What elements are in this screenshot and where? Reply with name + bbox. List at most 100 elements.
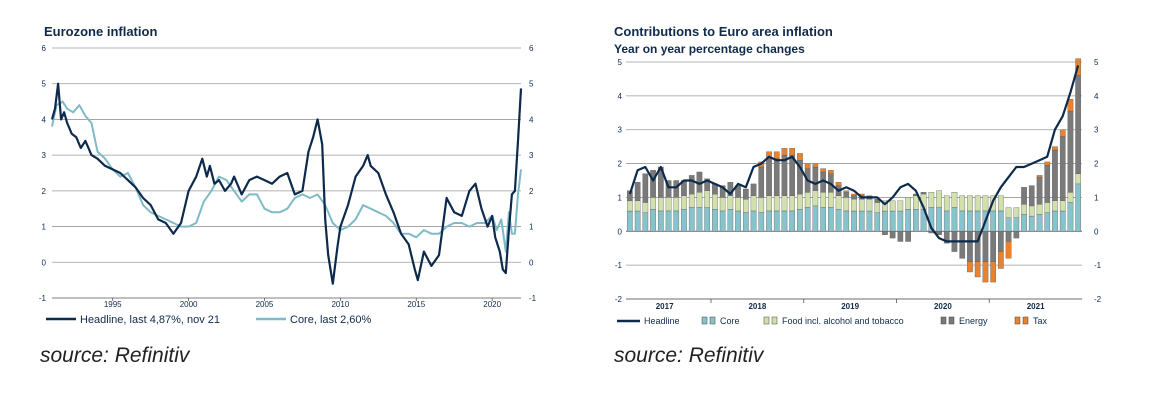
legend-headline-label: Headline, last 4,87%, nov 21 <box>80 314 220 326</box>
legend-tax-swatch <box>1014 316 1021 325</box>
bar-tax <box>1044 161 1051 166</box>
bar-tax <box>982 261 989 283</box>
bar-energy <box>1005 231 1012 242</box>
left-x-tick-label: 2020 <box>483 300 501 309</box>
bar-energy <box>1013 231 1020 239</box>
bar-core <box>797 209 803 232</box>
bar-energy <box>665 180 672 198</box>
bar-core <box>665 210 672 232</box>
bar-tax <box>1059 129 1066 137</box>
bar-energy <box>1059 136 1066 201</box>
legend-food-swatch <box>763 316 770 325</box>
bar-core <box>943 210 950 232</box>
bar-tax <box>804 163 811 169</box>
left-source-note: source: Refinitiv <box>40 344 190 367</box>
left-y-tick-label-left: 3 <box>42 151 47 160</box>
bar-core <box>843 210 850 232</box>
right-y-tick-label-right: 2 <box>1094 160 1099 169</box>
bar-food <box>882 200 888 212</box>
bar-food <box>889 200 896 212</box>
bar-energy <box>967 231 973 262</box>
right-y-tick-label-right: 1 <box>1094 193 1099 202</box>
left-y-tick-label-left: 5 <box>42 80 47 89</box>
bar-tax <box>967 261 973 273</box>
bar-core <box>1013 217 1020 232</box>
bar-tax <box>990 261 996 283</box>
bar-core <box>750 210 757 232</box>
bar-food <box>781 195 788 212</box>
bar-food <box>897 200 904 212</box>
bar-food <box>797 193 803 210</box>
legend-food-label: Food incl. alcohol and tobacco <box>782 316 904 326</box>
bar-core <box>696 207 703 232</box>
bar-food <box>1021 204 1027 215</box>
right-y-tick-label-right: 5 <box>1094 58 1099 67</box>
bar-core <box>828 207 834 232</box>
bar-food <box>828 192 834 208</box>
bar-energy <box>851 195 857 200</box>
bar-core <box>642 212 649 232</box>
bar-food <box>766 195 772 212</box>
bar-food <box>943 195 950 212</box>
bar-food <box>650 197 656 210</box>
bar-tax <box>773 151 780 159</box>
bar-food <box>951 192 958 208</box>
bar-food <box>1036 204 1043 215</box>
bar-food <box>627 200 633 212</box>
bar-core <box>998 210 1004 232</box>
left-chart-title: Eurozone inflation <box>44 24 158 39</box>
bar-food <box>1044 202 1051 213</box>
bar-food <box>866 198 873 212</box>
bar-energy <box>773 158 780 196</box>
bar-food <box>812 190 819 207</box>
bar-core <box>835 209 842 232</box>
bar-tax <box>828 170 834 174</box>
right-headline-line <box>628 65 1080 243</box>
bar-tax <box>789 148 795 156</box>
bar-food <box>959 195 966 212</box>
bar-energy <box>959 231 966 259</box>
bar-food <box>905 197 911 210</box>
legend-core-label: Core, last 2,60% <box>290 314 372 326</box>
bar-food <box>820 192 826 208</box>
bar-core <box>758 212 765 232</box>
bar-energy <box>1075 75 1081 174</box>
bar-food <box>936 190 942 208</box>
bar-food <box>634 200 641 212</box>
bar-core <box>858 210 865 232</box>
bar-food <box>758 197 765 213</box>
bar-energy <box>843 192 850 198</box>
legend-energy-label: Energy <box>959 316 988 326</box>
right-x-tick-label: 2021 <box>1027 302 1045 311</box>
bar-energy <box>743 188 749 200</box>
bar-energy <box>673 180 680 198</box>
bar-food <box>750 195 757 212</box>
bar-core <box>990 210 996 232</box>
bar-core <box>974 210 981 232</box>
bar-core <box>1044 212 1051 232</box>
bar-tax <box>766 151 772 159</box>
bar-core <box>820 207 826 232</box>
bar-core <box>727 209 734 232</box>
bar-core <box>851 210 857 232</box>
bar-food <box>1028 205 1035 217</box>
contributions-chart: 5 5 4 4 3 3 2 2 1 1 0 0 -1 -1 -2 -2 2017 2018 2019 2020 2021… <box>615 58 1102 326</box>
bar-energy <box>758 166 765 198</box>
left-y-tick-label-right: 2 <box>529 187 534 196</box>
bar-core <box>1036 214 1043 232</box>
bar-food <box>1005 207 1012 218</box>
bar-core <box>913 209 919 232</box>
right-y-tick-label-right: -1 <box>1094 261 1102 270</box>
bar-core <box>1059 210 1066 232</box>
legend-food-swatch <box>771 316 778 325</box>
bar-energy <box>998 231 1004 252</box>
left-y-tick-label-right: 6 <box>529 44 534 53</box>
left-y-tick-label-right: 5 <box>529 80 534 89</box>
legend-tax-swatch <box>1022 316 1029 325</box>
bar-core <box>1067 202 1074 232</box>
bar-tax <box>835 182 842 186</box>
bar-food <box>804 192 811 208</box>
bar-food <box>681 195 687 210</box>
bar-energy <box>1028 185 1035 207</box>
bar-food <box>665 197 672 212</box>
